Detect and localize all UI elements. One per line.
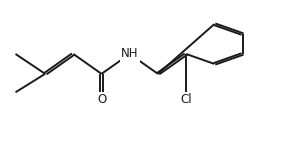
Text: NH: NH xyxy=(121,47,138,60)
Text: Cl: Cl xyxy=(180,93,192,106)
Text: O: O xyxy=(97,93,106,106)
